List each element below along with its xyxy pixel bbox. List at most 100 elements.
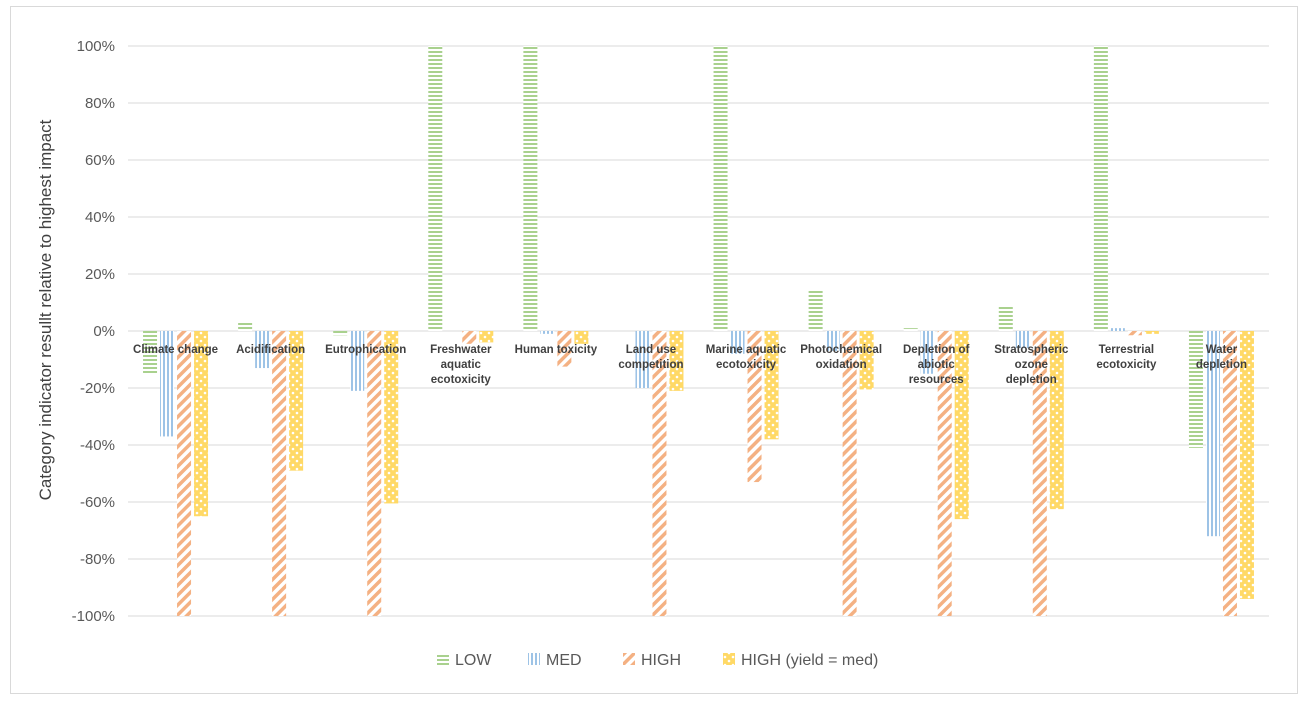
bar-high-yield-med (384, 331, 399, 504)
bar-med (1205, 331, 1220, 537)
y-tick-label: -20% (80, 380, 115, 397)
y-tick-label: -80% (80, 551, 115, 568)
bar-med (255, 331, 270, 369)
y-axis-tick-labels: 100% 80% 60% 40% 20% 0% -20% -40% -60% -80% -100% (72, 38, 115, 625)
bar-high-yield-med (954, 331, 969, 520)
category-label-line: Acidification (236, 344, 305, 356)
bar-high-yield-med (859, 331, 874, 390)
category-label-line: Eutrophication (325, 344, 406, 356)
bar-low (523, 46, 538, 331)
legend-swatch (723, 653, 735, 665)
category-label-line: Climate change (133, 344, 218, 356)
category-label-line: depletion (1006, 374, 1057, 386)
bar-low (903, 328, 918, 331)
bar-high (367, 331, 382, 616)
legend: LOW MED HIGH HIGH (yield = med) (437, 652, 878, 669)
legend-swatch (528, 653, 540, 665)
bar-high (272, 331, 287, 616)
category-label-line: oxidation (816, 359, 867, 371)
bars (143, 46, 1254, 616)
bar-med (635, 331, 650, 388)
category-label: Climate change (133, 344, 218, 356)
legend-label: LOW (455, 652, 492, 669)
legend-label: HIGH (641, 652, 681, 669)
y-tick-label: 0% (93, 323, 115, 340)
bar-high (462, 331, 477, 344)
category-label-line: Land use (626, 344, 676, 356)
gridlines (128, 45, 1269, 617)
bar-high (1222, 331, 1237, 616)
y-axis-title: Category indicator resullt relative to h… (36, 119, 55, 500)
bar-high (177, 331, 192, 616)
bar-low (998, 305, 1013, 331)
category-label-line: competition (618, 359, 683, 371)
y-tick-label: -100% (72, 608, 115, 625)
y-tick-label: -40% (80, 437, 115, 454)
category-label-line: Depletion of (903, 344, 970, 356)
bar-low (1093, 46, 1108, 331)
bar-low (238, 322, 253, 331)
category-labels: Climate change Acidification Eutrophicatio… (133, 344, 1247, 386)
category-label-line: Water (1206, 344, 1238, 356)
bar-high-yield-med (479, 331, 494, 343)
bar-low (333, 331, 348, 336)
category-label: Terrestrial ecotoxicity (1096, 344, 1157, 371)
bar-med (920, 331, 935, 374)
category-label-line: Freshwater (430, 344, 492, 356)
bar-high (1127, 331, 1142, 336)
category-label-line: depletion (1196, 359, 1247, 371)
bar-high (747, 331, 762, 483)
bar-med (160, 331, 175, 437)
bar-low (1188, 331, 1203, 448)
bar-med (825, 331, 840, 351)
category-label-line: Marine aquatic (706, 344, 787, 356)
y-tick-label: 80% (85, 95, 115, 112)
bar-low (143, 331, 158, 374)
bar-high (1032, 331, 1047, 616)
bar-low (808, 289, 823, 331)
chart-frame: 100% 80% 60% 40% 20% 0% -20% -40% -60% -80% -100% … (10, 6, 1298, 694)
bar-high (557, 331, 572, 367)
category-label-line: aquatic (441, 359, 482, 371)
bar-med (540, 331, 555, 334)
y-tick-label: 40% (85, 209, 115, 226)
legend-label: MED (546, 652, 582, 669)
bar-high (842, 331, 857, 616)
bar-high (652, 331, 667, 616)
bar-med (1015, 331, 1030, 349)
category-label: Acidification (236, 344, 305, 356)
category-label: Human toxicity (515, 344, 598, 356)
bar-high-yield-med (289, 331, 304, 471)
category-label-line: ecotoxicity (431, 374, 492, 386)
bar-high-yield-med (764, 331, 779, 440)
bar-high-yield-med (1144, 331, 1159, 334)
category-label: Eutrophication (325, 344, 406, 356)
bar-high (937, 331, 952, 616)
category-label-line: Photochemical (800, 344, 882, 356)
category-label-line: ozone (1015, 359, 1048, 371)
y-tick-label: 20% (85, 266, 115, 283)
bar-chart: 100%80%60%40%20%0%-20%-40%-60%-80%-100% … (36, 38, 1269, 669)
bar-high-yield-med (1049, 331, 1064, 510)
category-label: Stratospheric ozone depletion (994, 344, 1069, 386)
category-label-line: Terrestrial (1099, 344, 1154, 356)
category-label: Land use competition (618, 344, 683, 371)
bar-low (428, 46, 443, 331)
category-label: Photochemical oxidation (800, 344, 882, 371)
category-label-line: resources (909, 374, 964, 386)
legend-swatch (437, 653, 449, 665)
category-label-line: Stratospheric (994, 344, 1069, 356)
y-tick-label: -60% (80, 494, 115, 511)
y-tick-label: 100% (77, 38, 115, 55)
category-label: Depletion of abiotic resources (903, 344, 970, 386)
category-label-line: abiotic (918, 359, 956, 371)
category-label: Marine aquatic ecotoxicity (706, 344, 787, 371)
bar-med (730, 331, 745, 354)
category-label-line: Human toxicity (515, 344, 598, 356)
bar-low (713, 46, 728, 331)
bar-high-yield-med (194, 331, 209, 517)
bar-high-yield-med (669, 331, 684, 391)
bar-med (1110, 328, 1125, 331)
bar-high-yield-med (574, 331, 589, 344)
category-label: Water depletion (1196, 344, 1247, 371)
